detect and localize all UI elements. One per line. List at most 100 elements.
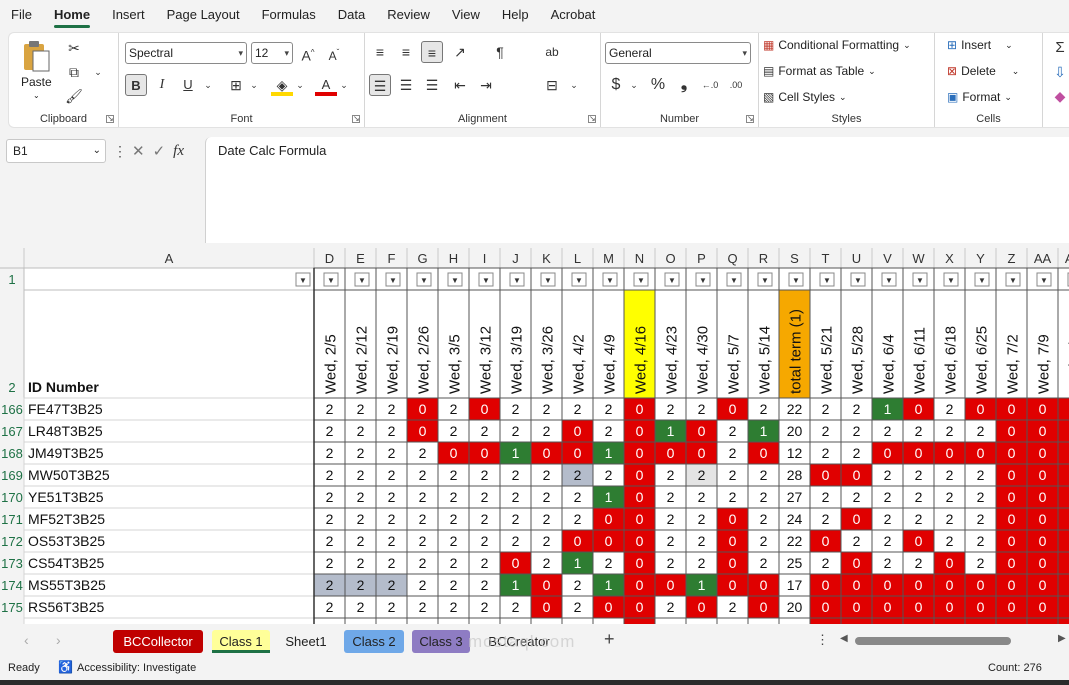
filter-button[interactable] [478,272,494,287]
menu-review[interactable]: Review [387,7,430,22]
currency-button[interactable]: $ [611,76,621,93]
date-header-cell[interactable] [344,289,377,399]
filter-button[interactable] [509,272,525,287]
row-header[interactable]: 173 [1,556,23,571]
data-cell[interactable] [1057,485,1069,509]
merge-center-icon[interactable]: ⊟ [546,77,558,93]
column-header-a[interactable]: A [165,251,174,266]
add-sheet-icon[interactable]: + [604,629,615,649]
cancel-icon[interactable]: ✕ [132,143,145,160]
column-header-u[interactable]: U [852,251,861,266]
data-cell[interactable] [406,617,439,624]
filter-button[interactable] [447,272,463,287]
copy-dropdown-icon[interactable]: ⌄ [94,67,102,77]
horizontal-scrollbar[interactable] [855,637,1011,645]
data-cell[interactable] [623,617,656,624]
column-header-r[interactable]: R [759,251,768,266]
grid-canvas[interactable]: A D E F G H I J K L M N O P Q R S T U V W X Y Z AA AB 1 ▼ ▼ ▼ ▼ ▼ ▼ ▼ ▼ ▼ ▼ ▼… [0,248,1069,624]
align-middle-icon[interactable]: ≡ [401,44,411,60]
data-cell[interactable] [1057,397,1069,421]
font-size-select[interactable]: 12 ▾ [251,42,293,64]
column-header-w[interactable]: W [912,251,925,266]
autosum-icon[interactable]: Σ [1055,39,1065,56]
filter-button[interactable] [819,272,835,287]
date-header-cell[interactable] [840,289,873,399]
data-cell[interactable] [654,617,687,624]
insert-cells-button[interactable]: ⊞ Insert ⌄ [947,38,1013,52]
currency-dropdown-icon[interactable]: ⌄ [630,80,638,90]
formula-input[interactable]: Date Calc Formula [205,137,1069,243]
orientation-icon[interactable]: ↗ [454,44,466,60]
alignment-launcher-icon[interactable]: ↘ [588,114,596,123]
font-color-dropdown-icon[interactable]: ⌄ [340,80,348,90]
filter-button[interactable] [726,272,742,287]
filter-button[interactable] [664,272,680,287]
filter-button[interactable] [323,272,339,287]
menu-help[interactable]: Help [501,7,529,22]
data-cell[interactable] [1057,595,1069,619]
rtl-icon[interactable]: ¶ [496,44,504,60]
filter-button[interactable] [602,272,618,287]
align-center-icon[interactable]: ☰ [399,77,413,93]
accessibility-status[interactable]: Accessibility: Investigate [77,662,197,674]
data-cell[interactable] [840,617,873,624]
sheet-tab-class-3[interactable]: Class 3 [412,630,470,653]
cell-styles-button[interactable]: ▧ Cell Styles ⌄ [763,90,847,104]
row-header[interactable]: 170 [1,490,23,505]
data-cell[interactable] [344,617,377,624]
sheet-tab-sheet1[interactable]: Sheet1 [285,634,327,649]
data-cell[interactable] [1057,617,1069,624]
data-cell[interactable] [375,617,408,624]
column-header-q[interactable]: Q [727,251,737,266]
font-color-icon[interactable]: A [315,74,337,96]
clipboard-launcher-icon[interactable]: ↘ [106,114,114,123]
delete-cells-button[interactable]: ⊠ Delete ⌄ [947,64,1020,78]
date-header-cell[interactable] [809,289,842,399]
menu-formulas[interactable]: Formulas [261,7,316,22]
id-cell[interactable] [23,617,315,624]
clear-icon[interactable]: ◆ [1054,88,1066,104]
increase-indent-icon[interactable]: ⇥ [480,77,492,93]
column-header-ab[interactable]: AB [1065,251,1069,266]
column-header-p[interactable]: P [697,251,706,266]
column-header-h[interactable]: H [449,251,458,266]
date-header-cell[interactable] [685,289,718,399]
date-header-cell[interactable] [1057,289,1069,399]
menu-home[interactable]: Home [43,0,101,30]
sheet-tab-bccreator[interactable]: BCCreator [488,634,550,649]
data-cell[interactable] [716,617,749,624]
menu-acrobat[interactable]: Acrobat [550,7,596,22]
filter-button[interactable] [974,272,990,287]
insert-function-icon[interactable]: fx [173,142,184,159]
cut-icon[interactable]: ✂ [68,40,80,56]
data-cell[interactable] [995,617,1028,624]
data-cell[interactable] [437,617,470,624]
align-left-icon[interactable]: ☰ [369,74,391,96]
italic-button[interactable]: I [159,77,165,92]
column-header-f[interactable]: F [388,251,396,266]
percent-button[interactable]: % [650,76,666,93]
fill-dropdown-icon[interactable]: ⌄ [296,80,304,90]
column-header-l[interactable]: L [574,251,581,266]
row-header[interactable]: 172 [1,534,23,549]
column-header-j[interactable]: J [512,251,519,266]
filter-button[interactable] [354,272,370,287]
align-right-icon[interactable]: ☰ [425,77,439,93]
column-header-o[interactable]: O [665,251,675,266]
filter-button[interactable] [943,272,959,287]
comma-button[interactable]: ❟ [680,76,688,93]
row-header[interactable]: 169 [1,468,23,483]
date-header-cell[interactable] [375,289,408,399]
date-header-cell[interactable] [933,289,966,399]
data-cell[interactable] [592,617,625,624]
date-header-cell[interactable] [406,289,439,399]
font-name-select[interactable]: Spectral ▾ [125,42,247,64]
filter-button[interactable] [881,272,897,287]
row-header[interactable]: 175 [1,600,23,615]
data-cell[interactable] [778,617,811,624]
fill-down-icon[interactable]: ⇩ [1054,64,1066,80]
row-header-2[interactable]: 2 [8,380,15,395]
column-header-z[interactable]: Z [1008,251,1016,266]
column-header-k[interactable]: K [542,251,551,266]
number-launcher-icon[interactable]: ↘ [746,114,754,123]
